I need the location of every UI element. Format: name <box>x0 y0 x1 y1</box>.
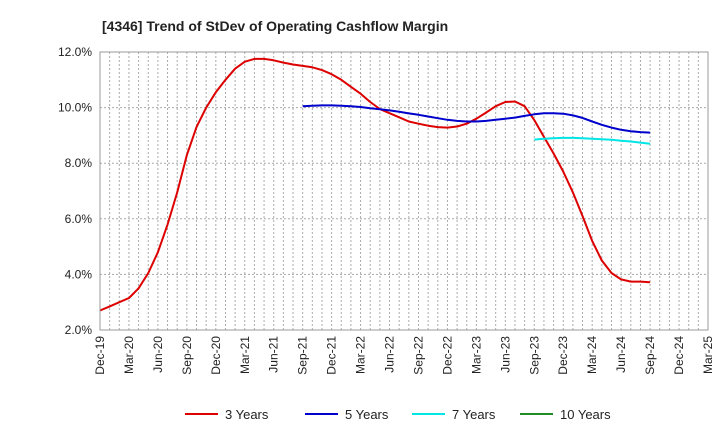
y-tick-label: 4.0% <box>65 267 93 281</box>
series-line-3-years <box>99 57 651 312</box>
x-tick-label: Jun-24 <box>614 336 628 373</box>
x-tick-label: Sep-22 <box>411 336 425 375</box>
x-tick-label: Sep-23 <box>527 336 541 375</box>
x-tick-label: Mar-23 <box>469 336 483 374</box>
x-tick-label: Mar-22 <box>354 336 368 374</box>
x-tick-label: Dec-23 <box>556 336 570 375</box>
legend-label: 5 Years <box>345 407 389 422</box>
x-tick-label: Sep-24 <box>643 336 657 375</box>
chart-title: [4346] Trend of StDev of Operating Cashf… <box>102 18 448 34</box>
grid-layer <box>99 51 709 331</box>
legend-label: 10 Years <box>560 407 611 422</box>
y-axis-ticks: 2.0% 4.0% 6.0% 8.0% 10.0% 12.0% <box>58 45 92 337</box>
x-tick-label: Dec-22 <box>440 336 454 375</box>
series-line-5-years <box>302 104 651 134</box>
x-tick-label: Dec-24 <box>672 336 686 375</box>
y-tick-label: 10.0% <box>58 101 92 115</box>
legend-label: 3 Years <box>225 407 269 422</box>
series-layer <box>99 57 651 312</box>
x-tick-label: Sep-21 <box>296 336 310 375</box>
series-line-7-years <box>534 136 651 145</box>
y-tick-label: 12.0% <box>58 45 92 59</box>
plot-frame <box>99 51 709 331</box>
x-tick-label: Dec-20 <box>209 336 223 375</box>
x-tick-label: Mar-25 <box>701 336 715 374</box>
x-tick-label: Dec-21 <box>325 336 339 375</box>
y-tick-label: 2.0% <box>65 323 93 337</box>
x-tick-label: Jun-20 <box>151 336 165 373</box>
x-tick-label: Jun-23 <box>498 336 512 373</box>
x-tick-label: Dec-19 <box>93 336 107 375</box>
x-axis-ticks: Dec-19 Mar-20 Jun-20 Sep-20 Dec-20 Mar-21 Jun-… <box>93 336 715 375</box>
x-tick-label: Jun-21 <box>267 336 281 373</box>
x-tick-label: Sep-20 <box>180 336 194 375</box>
legend-label: 7 Years <box>452 407 496 422</box>
x-tick-label: Mar-20 <box>122 336 136 374</box>
y-tick-label: 8.0% <box>65 156 93 170</box>
legend: 3 Years 5 Years 7 Years 10 Years <box>185 407 611 422</box>
y-tick-label: 6.0% <box>65 212 93 226</box>
x-tick-label: Mar-21 <box>238 336 252 374</box>
x-tick-label: Mar-24 <box>585 336 599 374</box>
x-tick-label: Jun-22 <box>383 336 397 373</box>
